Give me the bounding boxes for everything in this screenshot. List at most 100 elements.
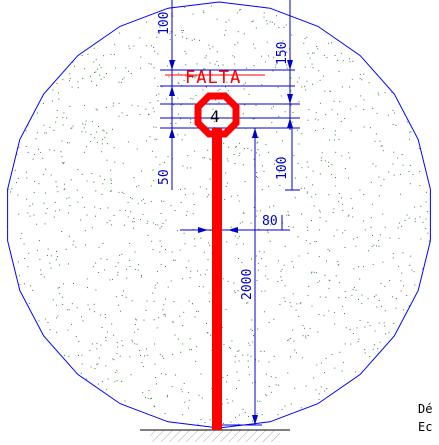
speckle-dot [331, 42, 332, 44]
speckle-dot [413, 271, 415, 273]
speckle-dot [313, 271, 315, 273]
speckle-dot [379, 234, 381, 236]
speckle-dot [239, 414, 241, 416]
speckle-dot [352, 288, 354, 290]
speckle-dot [50, 267, 52, 269]
speckle-dot [102, 183, 104, 185]
speckle-dot [195, 360, 197, 362]
speckle-dot [400, 280, 402, 282]
speckle-dot [287, 372, 289, 374]
speckle-dot [226, 398, 228, 400]
speckle-dot [123, 77, 125, 79]
speckle-dot [100, 344, 102, 346]
speckle-dot [246, 302, 248, 304]
speckle-dot [172, 15, 174, 17]
speckle-dot [190, 167, 192, 169]
speckle-dot [157, 282, 159, 284]
speckle-dot [74, 65, 75, 67]
speckle-dot [174, 210, 176, 212]
speckle-dot [249, 344, 251, 346]
speckle-dot [367, 298, 369, 300]
speckle-dot [184, 188, 186, 190]
speckle-dot [250, 328, 252, 330]
speckle-dot [279, 185, 281, 186]
speckle-dot [393, 322, 395, 324]
speckle-dot [371, 203, 373, 205]
speckle-dot [338, 200, 340, 202]
speckle-dot [107, 378, 109, 380]
dimension-arrowheads [169, 60, 293, 425]
speckle-dot [258, 360, 260, 362]
speckle-dot [84, 230, 86, 232]
speckle-dot [116, 296, 117, 298]
speckle-dot [392, 109, 394, 111]
speckle-dot [114, 381, 116, 383]
speckle-dot [106, 132, 108, 134]
speckle-dot [172, 353, 174, 355]
speckle-dot [394, 112, 396, 114]
speckle-dot [273, 355, 275, 357]
speckle-dot [159, 240, 161, 242]
speckle-dot [320, 157, 322, 159]
speckle-dot [150, 45, 152, 47]
speckle-dot [273, 163, 275, 165]
speckle-dot [211, 349, 213, 351]
speckle-dot [288, 214, 290, 216]
speckle-dot [187, 155, 189, 157]
speckle-dot [112, 105, 114, 107]
speckle-dot [221, 327, 223, 328]
speckle-dot [318, 398, 320, 400]
speckle-dot [350, 130, 352, 132]
speckle-dot [136, 186, 137, 188]
speckle-dot [81, 173, 83, 175]
speckle-dot [107, 207, 109, 209]
speckle-dot [100, 78, 102, 80]
speckle-dot [383, 322, 385, 324]
speckle-dot [152, 292, 154, 294]
speckle-dot [301, 86, 303, 88]
speckle-dot [126, 277, 128, 279]
speckle-dot [148, 114, 150, 116]
speckle-dot [223, 422, 224, 424]
speckle-dot [401, 225, 403, 227]
speckle-dot [370, 181, 372, 183]
speckle-dot [134, 343, 136, 345]
speckle-dot [119, 355, 121, 357]
speckle-dot [268, 220, 270, 222]
speckle-dot [402, 252, 404, 254]
speckle-dot [72, 244, 74, 246]
speckle-dot [136, 148, 138, 150]
speckle-dot [290, 77, 292, 79]
speckle-dot [81, 354, 83, 356]
speckle-dot [113, 215, 115, 216]
speckle-dot [375, 294, 377, 296]
speckle-dot [142, 214, 144, 215]
speckle-dot [290, 356, 292, 358]
speckle-dot [384, 286, 386, 287]
speckle-dot [66, 198, 68, 200]
speckle-dot [333, 139, 335, 141]
speckle-dot [182, 165, 184, 167]
speckle-dot [232, 400, 234, 402]
concrete-speckle-fill [7, 3, 431, 428]
speckle-dot [95, 190, 97, 192]
speckle-dot [206, 332, 208, 334]
speckle-dot [153, 111, 155, 113]
speckle-dot [228, 19, 230, 21]
speckle-dot [134, 331, 135, 333]
speckle-dot [137, 269, 139, 271]
speckle-dot [319, 209, 321, 211]
speckle-dot [284, 285, 286, 287]
speckle-dot [294, 387, 296, 389]
speckle-dot [238, 360, 240, 362]
speckle-dot [91, 173, 93, 175]
speckle-dot [350, 108, 352, 110]
speckle-dot [17, 177, 19, 179]
speckle-dot [208, 292, 210, 294]
speckle-dot [311, 196, 313, 198]
speckle-dot [199, 39, 200, 41]
speckle-dot [361, 302, 363, 304]
speckle-dot [279, 303, 281, 305]
speckle-dot [334, 134, 336, 136]
speckle-dot [141, 361, 143, 363]
